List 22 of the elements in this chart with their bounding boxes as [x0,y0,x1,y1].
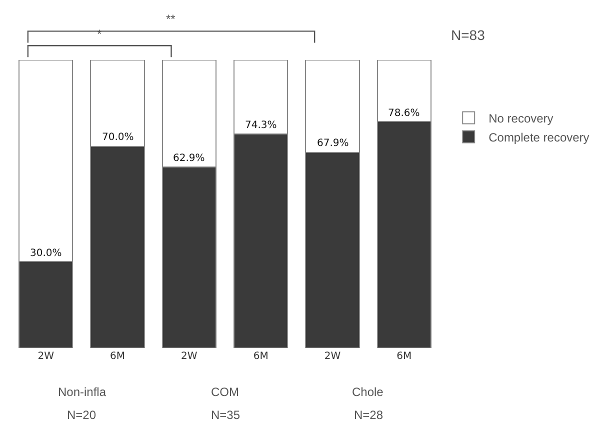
data-label: 78.6% [388,108,420,119]
data-label: 67.9% [317,138,349,149]
legend-label: No recovery [488,111,554,126]
text: N=20 [67,408,96,422]
data-label: 62.9% [173,153,205,164]
x-tick-label: 2W [324,351,341,362]
data-label: 30.0% [30,248,62,259]
text: COM [211,385,239,399]
data-label: 74.3% [245,120,277,131]
legend-label: Complete recovery [488,130,590,144]
text: Chole [352,385,384,399]
x-tick-label: 6M [253,351,268,362]
text: N=83 [451,27,486,43]
x-tick-label: 6M [110,351,125,362]
text: ** [166,12,176,26]
x-tick-label: 2W [181,351,198,362]
x-tick-label: 2W [38,351,54,362]
text: N=35 [211,408,240,422]
data-label: 70.0% [102,132,134,143]
x-tick-label: 6M [396,351,412,362]
text: N=28 [354,408,384,422]
text: Non-infla [58,385,106,399]
